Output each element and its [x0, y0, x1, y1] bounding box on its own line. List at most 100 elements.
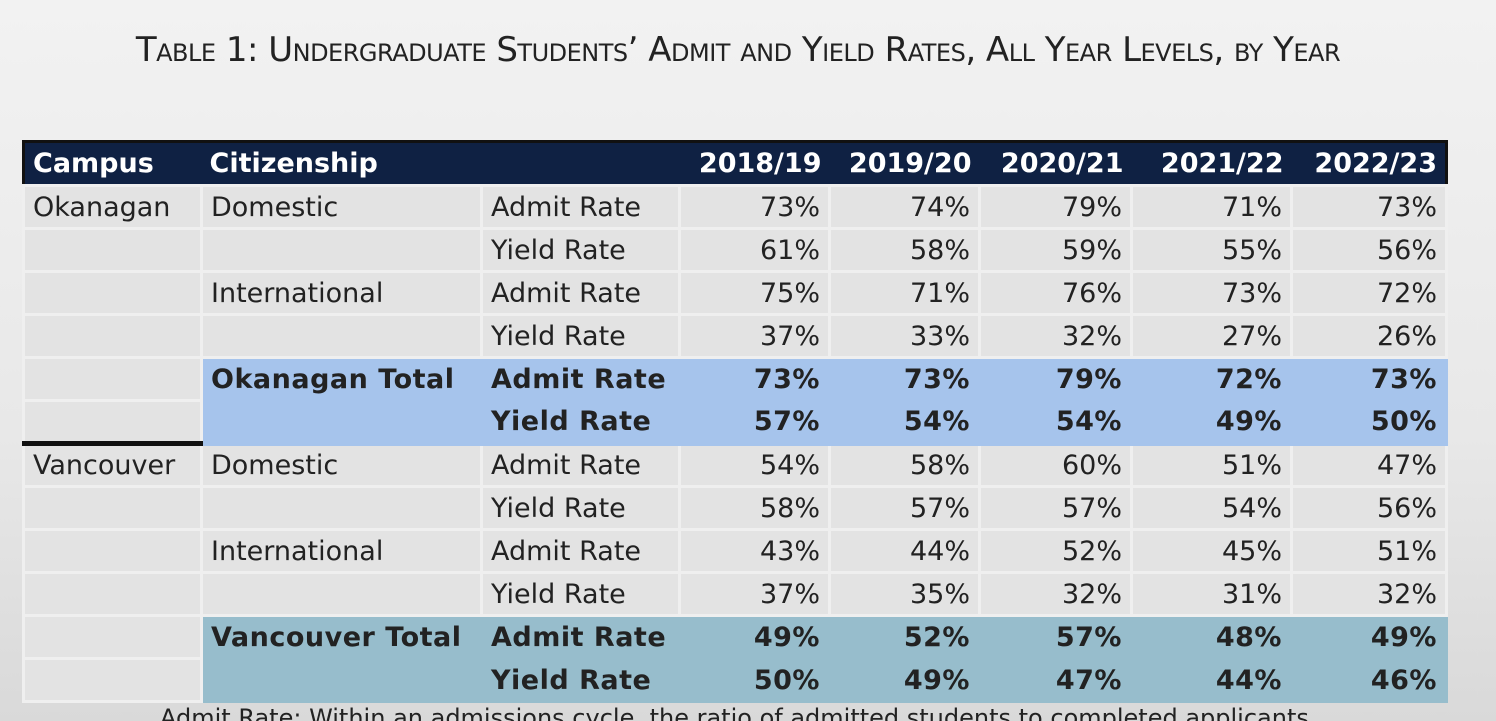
rate-cell: 50%: [1290, 399, 1448, 446]
rate-cell: 55%: [1130, 227, 1293, 273]
rate-cell: 47%: [1290, 442, 1448, 488]
table-row: Yield Rate 61% 58% 59% 55% 56%: [22, 227, 1448, 273]
table-row: Yield Rate 37% 35% 32% 31% 32%: [22, 571, 1448, 617]
table-row: International Admit Rate 75% 71% 76% 73% 72%: [22, 270, 1448, 316]
column-header: [481, 141, 680, 186]
citizenship-cell: Okanagan Total: [200, 356, 483, 402]
measure-cell: Admit Rate: [480, 442, 681, 488]
rate-cell: 51%: [1130, 442, 1293, 488]
column-header: 2019/20: [829, 141, 980, 186]
rate-cell: 46%: [1290, 657, 1448, 703]
rate-cell: 52%: [978, 528, 1133, 574]
table-row: Okanagan Domestic Admit Rate 73% 74% 79% 71% 73…: [22, 184, 1448, 230]
rate-cell: 44%: [828, 528, 981, 574]
rate-cell: 32%: [978, 313, 1133, 359]
measure-cell: Admit Rate: [480, 270, 681, 316]
rate-cell: 57%: [678, 399, 831, 446]
measure-cell: Admit Rate: [480, 356, 681, 402]
measure-cell: Yield Rate: [480, 313, 681, 359]
rate-cell: 50%: [678, 657, 831, 703]
table-row: International Admit Rate 43% 44% 52% 45% 51%: [22, 528, 1448, 574]
footnote: Admit Rate: Within an admissions cycle, …: [160, 704, 1309, 721]
rate-cell: 49%: [828, 657, 981, 703]
rate-cell: 56%: [1290, 485, 1448, 531]
table-body: Okanagan Domestic Admit Rate 73% 74% 79% 71% 73…: [22, 184, 1448, 703]
citizenship-cell: [200, 571, 483, 617]
rate-cell: 49%: [1130, 399, 1293, 446]
rate-cell: 49%: [678, 614, 831, 660]
rate-cell: 73%: [678, 356, 831, 402]
rate-cell: 54%: [828, 399, 981, 446]
campus-cell: Okanagan: [22, 184, 203, 230]
rate-cell: 45%: [1130, 528, 1293, 574]
header-row: Campus Citizenship 2018/19 2019/20 2020/21 20…: [23, 141, 1447, 186]
table-row: Yield Rate 37% 33% 32% 27% 26%: [22, 313, 1448, 359]
rate-cell: 52%: [828, 614, 981, 660]
campus-cell: [22, 614, 203, 660]
rate-cell: 73%: [678, 184, 831, 230]
rate-cell: 48%: [1130, 614, 1293, 660]
rate-cell: 75%: [678, 270, 831, 316]
rate-cell: 56%: [1290, 227, 1448, 273]
rate-cell: 72%: [1130, 356, 1293, 402]
campus-cell: [22, 313, 203, 359]
citizenship-cell: [200, 485, 483, 531]
campus-cell: Vancouver: [22, 442, 203, 488]
rate-cell: 27%: [1130, 313, 1293, 359]
rate-cell: 32%: [1290, 571, 1448, 617]
rate-cell: 57%: [828, 485, 981, 531]
rate-cell: 54%: [1130, 485, 1293, 531]
citizenship-cell: International: [200, 270, 483, 316]
rate-cell: 51%: [1290, 528, 1448, 574]
column-header: 2022/23: [1291, 141, 1447, 186]
citizenship-cell: Domestic: [200, 184, 483, 230]
citizenship-cell: [200, 399, 483, 446]
rate-cell: 32%: [978, 571, 1133, 617]
rate-cell: 79%: [978, 184, 1133, 230]
measure-cell: Yield Rate: [480, 227, 681, 273]
measure-cell: Admit Rate: [480, 184, 681, 230]
rate-cell: 58%: [828, 227, 981, 273]
citizenship-cell: Domestic: [200, 442, 483, 488]
campus-cell: [22, 399, 203, 446]
citizenship-cell: [200, 227, 483, 273]
rate-cell: 54%: [978, 399, 1133, 446]
rate-cell: 58%: [678, 485, 831, 531]
citizenship-cell: Vancouver Total: [200, 614, 483, 660]
measure-cell: Admit Rate: [480, 528, 681, 574]
measure-cell: Yield Rate: [480, 485, 681, 531]
rate-cell: 47%: [978, 657, 1133, 703]
table-row: Yield Rate 58% 57% 57% 54% 56%: [22, 485, 1448, 531]
rate-cell: 72%: [1290, 270, 1448, 316]
rate-cell: 26%: [1290, 313, 1448, 359]
rate-cell: 37%: [678, 571, 831, 617]
rate-cell: 59%: [978, 227, 1133, 273]
rate-cell: 49%: [1290, 614, 1448, 660]
rate-cell: 31%: [1130, 571, 1293, 617]
rate-cell: 37%: [678, 313, 831, 359]
campus-cell: [22, 657, 203, 703]
rate-cell: 73%: [1130, 270, 1293, 316]
campus-cell: [22, 227, 203, 273]
table-row: Vancouver Domestic Admit Rate 54% 58% 60% 51% 4…: [22, 442, 1448, 488]
rate-cell: 60%: [978, 442, 1133, 488]
rate-cell: 35%: [828, 571, 981, 617]
measure-cell: Yield Rate: [480, 571, 681, 617]
table-row: Yield Rate 50% 49% 47% 44% 46%: [22, 657, 1448, 703]
rate-cell: 61%: [678, 227, 831, 273]
rate-cell: 71%: [1130, 184, 1293, 230]
column-header: Campus: [23, 141, 202, 186]
citizenship-cell: [200, 313, 483, 359]
measure-cell: Yield Rate: [480, 657, 681, 703]
measure-cell: Admit Rate: [480, 614, 681, 660]
table-row: Yield Rate 57% 54% 54% 49% 50%: [22, 399, 1448, 446]
campus-cell: [22, 571, 203, 617]
rate-cell: 33%: [828, 313, 981, 359]
rate-cell: 76%: [978, 270, 1133, 316]
measure-cell: Yield Rate: [480, 399, 681, 446]
rate-cell: 73%: [828, 356, 981, 402]
campus-cell: [22, 356, 203, 402]
rate-cell: 79%: [978, 356, 1133, 402]
table-row: Okanagan Total Admit Rate 73% 73% 79% 72% 73%: [22, 356, 1448, 402]
